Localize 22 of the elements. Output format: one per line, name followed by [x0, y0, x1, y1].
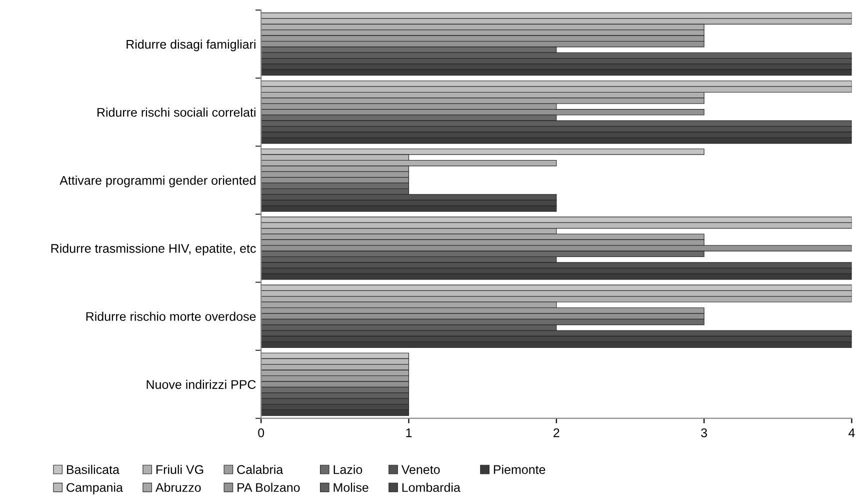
legend-label: Molise [334, 482, 368, 492]
legend-label: Abruzzo [155, 482, 201, 492]
x-tick-label: 0 [258, 428, 264, 438]
legend-label: Lazio [334, 464, 362, 474]
y-tick-label: Ridurre disagi famigliari [126, 40, 256, 52]
y-tick-label: Nuove indirizzi PPC [146, 380, 256, 389]
x-tick-label: 4 [848, 428, 855, 438]
legend-label: Friuli VG [156, 464, 204, 474]
legend-label: PA Bolzano [238, 482, 300, 492]
x-tick-label: 2 [554, 428, 560, 438]
legend-label: Calabria [237, 464, 284, 474]
legend-label: Piemonte [494, 464, 546, 474]
x-tick-label: 3 [701, 428, 707, 438]
legend-label: Lombardia [402, 482, 460, 492]
y-tick-label: Ridurre trasmissione HIV, epatite, etc [51, 244, 256, 256]
y-tick-label: Ridurre rischi sociali correlati [97, 108, 256, 117]
legend-label: Veneto [401, 465, 440, 474]
legend-label: Basilicata [66, 464, 120, 474]
x-tick-label: 1 [406, 428, 412, 438]
y-tick-label: Ridurre rischio morte overdose [86, 312, 256, 321]
y-tick-label: Attivare programmi gender oriented [60, 176, 256, 188]
legend-label: Campania [66, 482, 123, 494]
